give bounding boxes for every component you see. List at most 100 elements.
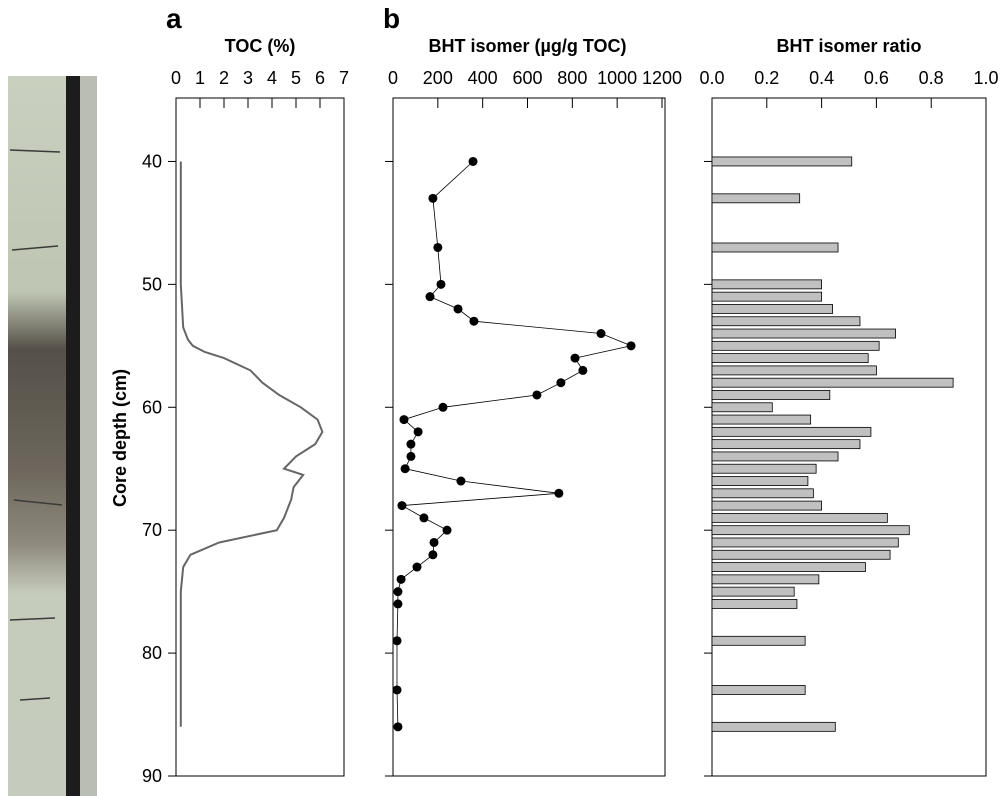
bar <box>711 512 888 523</box>
data-point <box>392 636 402 646</box>
bar <box>711 586 795 597</box>
bar <box>711 402 773 413</box>
bar <box>711 463 817 474</box>
bar <box>711 635 806 646</box>
axis-title: TOC (%) <box>225 36 296 56</box>
x-tick-label: 3 <box>243 68 253 88</box>
bar <box>711 390 831 400</box>
x-tick-label: 0 <box>171 68 181 88</box>
bar <box>711 451 839 462</box>
axis-title: BHT isomer (µg/g TOC) <box>428 36 626 56</box>
data-point <box>532 390 542 400</box>
x-tick-label: 1 <box>195 68 205 88</box>
bar <box>711 316 861 327</box>
data-point <box>626 341 636 351</box>
axis-title: BHT isomer ratio <box>776 36 921 56</box>
y-tick-label: 40 <box>142 151 162 171</box>
x-tick-label: 600 <box>512 68 542 88</box>
x-tick-label: 800 <box>557 68 587 88</box>
bar <box>711 340 880 351</box>
bar <box>711 549 891 560</box>
x-tick-label: 4 <box>267 68 277 88</box>
bar <box>711 365 877 376</box>
data-point <box>570 353 580 363</box>
data-line <box>179 161 324 727</box>
bar <box>711 525 910 536</box>
bar <box>711 242 839 253</box>
panel-label: a <box>166 3 182 34</box>
data-point <box>554 488 564 498</box>
bar <box>711 562 866 572</box>
x-tick-label: 200 <box>423 68 453 88</box>
bar <box>711 328 896 339</box>
bar <box>711 426 872 437</box>
bar <box>711 574 820 585</box>
plot-frame <box>711 97 987 777</box>
bar <box>711 721 836 732</box>
data-point <box>413 427 423 437</box>
bar <box>711 279 822 290</box>
panel-label: b <box>383 3 400 34</box>
plot-frame <box>175 97 345 777</box>
bar <box>711 685 806 695</box>
bar <box>711 353 869 364</box>
data-point <box>393 587 403 597</box>
bar <box>711 304 833 314</box>
data-point <box>399 415 409 425</box>
bar <box>711 377 954 388</box>
data-point <box>456 476 466 486</box>
y-tick-label: 60 <box>142 397 162 417</box>
core-photo <box>8 76 97 796</box>
x-tick-label: 7 <box>339 68 349 88</box>
y-tick-label: 70 <box>142 520 162 540</box>
data-point <box>596 329 606 339</box>
data-point <box>436 279 446 289</box>
x-tick-label: 0.6 <box>864 68 889 88</box>
data-point <box>556 378 566 388</box>
x-tick-label: 5 <box>291 68 301 88</box>
data-point <box>442 525 452 535</box>
bar <box>711 156 853 167</box>
bar <box>711 599 798 609</box>
x-tick-label: 2 <box>219 68 229 88</box>
data-point <box>412 562 422 572</box>
data-point <box>433 242 443 252</box>
x-tick-label: 0.2 <box>754 68 779 88</box>
y-tick-label: 50 <box>142 274 162 294</box>
x-tick-label: 0 <box>388 68 398 88</box>
x-tick-label: 1000 <box>597 68 637 88</box>
plot-frame <box>392 97 666 777</box>
bar <box>711 414 812 425</box>
data-point <box>406 451 416 461</box>
bar <box>711 193 801 204</box>
data-point <box>397 501 407 511</box>
y-tick-label: 90 <box>142 766 162 786</box>
data-point <box>400 464 410 474</box>
data-point <box>578 365 588 375</box>
bar <box>711 488 814 499</box>
bar <box>711 500 822 511</box>
data-point <box>392 685 402 695</box>
bar <box>711 537 899 548</box>
x-tick-label: 0.8 <box>919 68 944 88</box>
data-point <box>425 292 435 302</box>
data-point <box>428 550 438 560</box>
data-point <box>429 537 439 547</box>
data-point <box>393 599 403 609</box>
y-axis-title: Core depth (cm) <box>110 369 130 507</box>
x-tick-label: 0.0 <box>699 68 724 88</box>
data-point <box>396 574 406 584</box>
data-point <box>419 513 429 523</box>
data-point <box>438 402 448 412</box>
data-point <box>469 316 479 326</box>
data-point <box>468 156 478 166</box>
x-tick-label: 0.4 <box>809 68 834 88</box>
x-tick-label: 1200 <box>642 68 682 88</box>
data-line <box>396 161 633 727</box>
bar <box>711 291 822 302</box>
data-point <box>453 304 463 314</box>
x-tick-label: 6 <box>315 68 325 88</box>
x-tick-label: 400 <box>468 68 498 88</box>
bar <box>711 439 861 450</box>
